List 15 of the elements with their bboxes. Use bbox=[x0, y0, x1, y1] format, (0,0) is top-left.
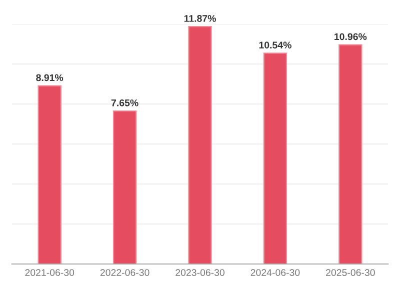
data-label: 10.54% bbox=[259, 42, 292, 48]
bar bbox=[338, 44, 362, 264]
x-tick-label: 2025-06-30 bbox=[326, 269, 375, 276]
x-tick-label: 2023-06-30 bbox=[176, 269, 224, 276]
bar bbox=[112, 110, 137, 264]
data-label: 7.65% bbox=[111, 99, 138, 106]
x-tick-label: 2022-06-30 bbox=[100, 269, 150, 276]
data-label: 8.91% bbox=[36, 74, 64, 82]
bar bbox=[188, 26, 212, 264]
bar bbox=[38, 85, 62, 264]
data-label: 11.87% bbox=[184, 15, 216, 22]
data-label: 10.96% bbox=[334, 33, 367, 40]
bar bbox=[263, 52, 288, 264]
x-tick-label: 2024-06-30 bbox=[250, 269, 300, 276]
x-tick-label: 2021-06-30 bbox=[25, 269, 74, 276]
